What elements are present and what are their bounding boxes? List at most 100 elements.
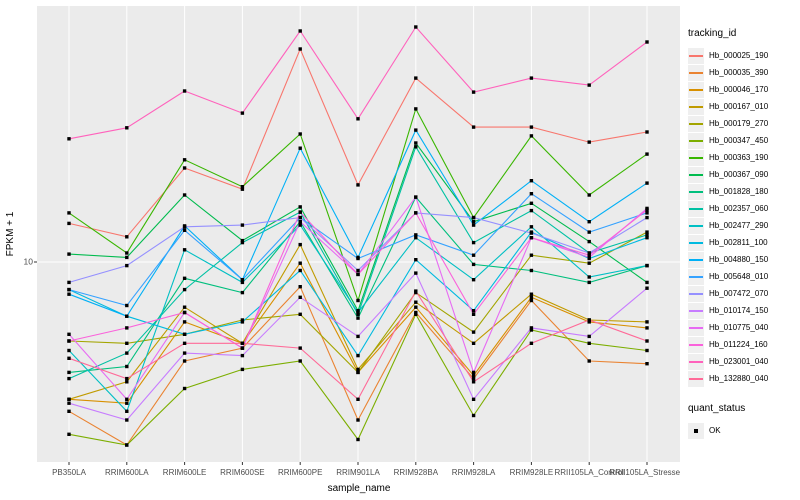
data-point (356, 298, 360, 303)
legend-swatch-line (689, 275, 703, 278)
legend-item-label: Hb_132880_040 (709, 374, 769, 383)
legend-item-label: Hb_000367_090 (709, 170, 769, 179)
data-point (645, 230, 649, 234)
data-point (125, 443, 129, 447)
data-point (471, 380, 476, 384)
x-axis-title: sample_name (328, 483, 391, 494)
legend-item: Hb_000363_190 (688, 149, 798, 166)
data-point (645, 208, 649, 212)
legend-item: Hb_007472_070 (688, 285, 798, 302)
data-point (182, 359, 187, 363)
legend-key (688, 336, 704, 353)
data-point (182, 341, 187, 345)
x-tick-label: PB350LA (52, 468, 86, 477)
data-point (414, 195, 418, 199)
data-point (471, 373, 476, 378)
legend-key (688, 115, 704, 132)
legend-item: Hb_010174_150 (688, 302, 798, 319)
data-point (356, 183, 360, 187)
legend-item: Hb_000046_170 (688, 81, 798, 98)
data-point (356, 334, 360, 339)
legend-key (688, 132, 704, 149)
data-point (67, 332, 71, 336)
data-point (356, 353, 360, 358)
data-point (529, 134, 534, 138)
legend-swatch-line (689, 292, 703, 295)
data-point (125, 251, 129, 255)
legend-item-label: Hb_000179_270 (709, 119, 769, 128)
data-point (67, 348, 71, 353)
legend-key (688, 422, 704, 439)
data-point (587, 251, 591, 255)
data-point (182, 287, 187, 292)
data-point (298, 268, 302, 273)
data-point (356, 117, 360, 121)
legend-item-label: Hb_002811_100 (709, 238, 768, 247)
data-point (587, 255, 591, 260)
data-point (182, 332, 187, 336)
data-point (298, 132, 302, 136)
data-point (414, 211, 418, 215)
data-point (529, 253, 534, 257)
data-point (125, 341, 129, 345)
data-point (645, 320, 649, 324)
legend-item: Hb_010775_040 (688, 319, 798, 336)
legend-item-label: Hb_004880_150 (709, 255, 769, 264)
data-point (182, 225, 187, 229)
legend-item-label: Hb_000035_390 (709, 68, 769, 77)
data-point (587, 320, 591, 324)
legend-key (688, 64, 704, 81)
legend-key (688, 302, 704, 319)
data-point (587, 220, 591, 224)
data-point (645, 233, 649, 237)
legend-key (688, 285, 704, 302)
data-point (587, 334, 591, 339)
legend-key (688, 200, 704, 217)
legend-item-label: Hb_000046_170 (709, 85, 769, 94)
legend-key (688, 353, 704, 370)
x-tick-label: RRII105LA_Control (555, 468, 625, 477)
legend-swatch-line (689, 190, 703, 193)
data-point (298, 215, 302, 220)
data-point (240, 111, 245, 115)
legend-item-label: Hb_000167_010 (709, 102, 769, 111)
data-point (67, 401, 71, 405)
x-tick-label: RRII105LA_Stressed (609, 468, 680, 477)
data-point (67, 432, 71, 436)
legend-item: Hb_011224_160 (688, 336, 798, 353)
data-point (529, 225, 534, 229)
data-point (240, 346, 245, 350)
data-point (240, 240, 245, 245)
legend-item-label: Hb_002357_060 (709, 204, 769, 213)
data-point (67, 397, 71, 401)
data-point (182, 158, 187, 162)
legend-swatch-line (689, 360, 703, 363)
data-point (298, 359, 302, 363)
data-point (67, 356, 71, 360)
data-point (356, 370, 360, 375)
data-point (587, 83, 591, 87)
color-legend-title: tracking_id (688, 28, 737, 39)
data-point (240, 320, 245, 324)
y-tick-label: 10 (24, 257, 34, 267)
data-point (240, 353, 245, 358)
data-point (414, 310, 418, 315)
data-point (298, 295, 302, 299)
legend-swatch-line (689, 343, 703, 346)
data-point (298, 146, 302, 150)
legend-swatch-line (689, 173, 703, 176)
x-tick-label: RRIM928LE (510, 468, 554, 477)
legend-swatch-line (689, 207, 703, 210)
legend-swatch-line (689, 139, 703, 142)
data-point (645, 152, 649, 156)
legend-swatch-line (689, 71, 703, 74)
legend-key (688, 234, 704, 251)
data-point (645, 211, 649, 215)
data-point (529, 295, 534, 299)
x-tick-label: RRIM928BA (394, 468, 439, 477)
legend-item-label: Hb_011224_160 (709, 340, 768, 349)
data-point (529, 236, 534, 240)
legend-item-label: Hb_010174_150 (709, 306, 769, 315)
legend-key (688, 166, 704, 183)
